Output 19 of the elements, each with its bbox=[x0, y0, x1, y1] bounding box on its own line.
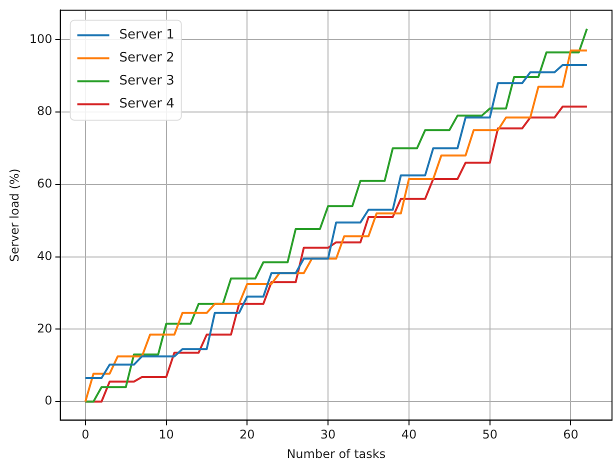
legend-label: Server 4 bbox=[119, 96, 174, 112]
x-tick-label: 40 bbox=[401, 428, 417, 442]
legend-label: Server 2 bbox=[119, 50, 174, 66]
y-tick-label: 100 bbox=[29, 32, 52, 46]
y-tick-label: 60 bbox=[37, 176, 52, 191]
x-tick-label: 10 bbox=[158, 428, 174, 442]
x-tick-label: 30 bbox=[320, 428, 336, 442]
x-tick-label: 20 bbox=[240, 428, 255, 442]
x-tick-label: 60 bbox=[563, 428, 578, 442]
legend-label: Server 3 bbox=[119, 74, 174, 89]
y-tick-label: 0 bbox=[44, 394, 52, 408]
y-tick-label: 20 bbox=[37, 321, 52, 336]
x-tick-label: 0 bbox=[82, 428, 90, 442]
x-tick-label: 50 bbox=[482, 428, 498, 442]
x-axis-title: Number of tasks bbox=[286, 446, 386, 461]
y-tick-label: 40 bbox=[37, 248, 52, 263]
y-axis-title: Server load (%) bbox=[7, 168, 22, 262]
y-tick-label: 80 bbox=[37, 104, 52, 118]
legend-label: Server 1 bbox=[119, 28, 174, 43]
